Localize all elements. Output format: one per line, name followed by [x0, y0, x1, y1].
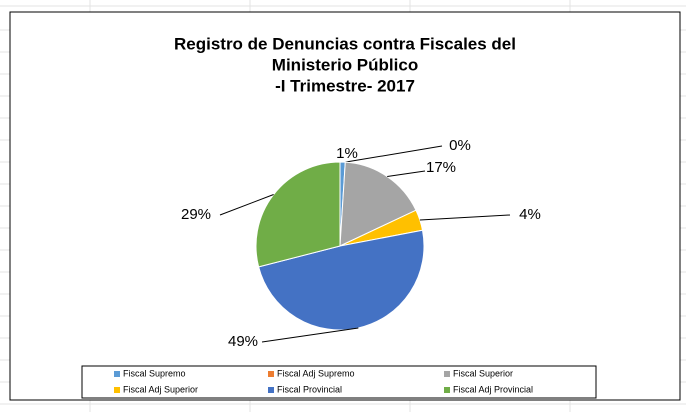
legend-box	[81, 365, 597, 399]
legend-swatch	[268, 371, 274, 377]
leader-line	[419, 214, 511, 221]
data-label: 17%	[426, 159, 456, 176]
legend-swatch	[444, 387, 450, 393]
leader-line	[261, 327, 359, 343]
data-label: 4%	[519, 206, 541, 223]
pie-slice	[255, 161, 341, 268]
data-label: 29%	[181, 206, 211, 223]
legend-label: Fiscal Adj Provincial	[453, 384, 533, 394]
pie-slice	[339, 161, 417, 247]
legend-label: Fiscal Supremo	[123, 368, 186, 378]
legend-swatch	[114, 371, 120, 377]
legend-label: Fiscal Adj Superior	[123, 384, 198, 394]
data-label: 0%	[449, 137, 471, 154]
chart-title: -I Trimestre- 2017	[275, 76, 415, 95]
data-label: 1%	[336, 145, 358, 162]
chart-title: Ministerio Público	[272, 55, 418, 74]
legend-swatch	[114, 387, 120, 393]
legend-label: Fiscal Superior	[453, 368, 513, 378]
leader-line	[345, 145, 443, 163]
legend-label: Fiscal Provincial	[277, 384, 342, 394]
legend-swatch	[268, 387, 274, 393]
data-label: 49%	[228, 333, 258, 350]
legend-label: Fiscal Adj Supremo	[277, 368, 355, 378]
leader-line	[387, 170, 426, 178]
legend-swatch	[444, 371, 450, 377]
chart-title: Registro de Denuncias contra Fiscales de…	[174, 34, 516, 53]
leader-line	[219, 194, 274, 216]
